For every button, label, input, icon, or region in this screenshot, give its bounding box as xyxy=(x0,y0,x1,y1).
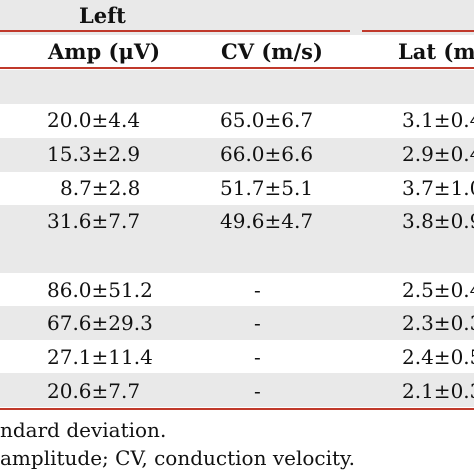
table-cell-cv: 66.0±6.6 xyxy=(220,142,314,166)
table-cell-lat: 2.1±0.3 xyxy=(402,379,474,403)
table-cell-lat: 2.3±0.3 xyxy=(402,311,474,335)
table-cell-amp: 8.7±2.8 xyxy=(60,176,141,200)
section-band xyxy=(0,70,474,104)
table-bottom-rule xyxy=(0,408,474,410)
table-cell-amp: 31.6±7.7 xyxy=(47,209,141,233)
table-cell-cv: 65.0±6.7 xyxy=(220,108,314,132)
table-cell-amp: 20.6±7.7 xyxy=(47,379,141,403)
table-cell-lat: 3.8±0.9 xyxy=(402,209,474,233)
table-cell-lat: 2.5±0.4 xyxy=(402,278,474,302)
table-cell-lat: 3.7±1.0 xyxy=(402,176,474,200)
table-cell-cv: - xyxy=(254,379,261,403)
header-rule-right xyxy=(362,30,474,32)
header-rule-left xyxy=(0,30,350,32)
table-cell-lat: 2.4±0.5 xyxy=(402,345,474,369)
section-band xyxy=(0,239,474,273)
section-band xyxy=(0,373,474,407)
section-band xyxy=(0,0,474,35)
table-cell-cv: - xyxy=(254,278,261,302)
table-cell-cv: - xyxy=(254,345,261,369)
column-header-cv: CV (m/s) xyxy=(221,39,323,64)
table-cell-amp: 27.1±11.4 xyxy=(47,345,153,369)
header-bottom-rule xyxy=(0,67,474,69)
table-cell-lat: 2.9±0.4 xyxy=(402,142,474,166)
table-cell-amp: 20.0±4.4 xyxy=(47,108,141,132)
table-cell-amp: 86.0±51.2 xyxy=(47,278,153,302)
column-header-lat: Lat (ms xyxy=(398,39,474,64)
footnote-line-2: amplitude; CV, conduction velocity. xyxy=(0,446,356,470)
table-cell-amp: 15.3±2.9 xyxy=(47,142,141,166)
table-cell-amp: 67.6±29.3 xyxy=(47,311,153,335)
table-cell-lat: 3.1±0.4 xyxy=(402,108,474,132)
table-cell-cv: - xyxy=(254,311,261,335)
section-band xyxy=(0,138,474,172)
section-band xyxy=(0,306,474,340)
section-band xyxy=(0,205,474,239)
table-cell-cv: 49.6±4.7 xyxy=(220,209,314,233)
column-header-amp: Amp (μV) xyxy=(48,39,161,64)
table-cell-cv: 51.7±5.1 xyxy=(220,176,314,200)
footnote-line-1: ndard deviation. xyxy=(0,418,167,442)
group-label-left: Left xyxy=(79,3,126,28)
